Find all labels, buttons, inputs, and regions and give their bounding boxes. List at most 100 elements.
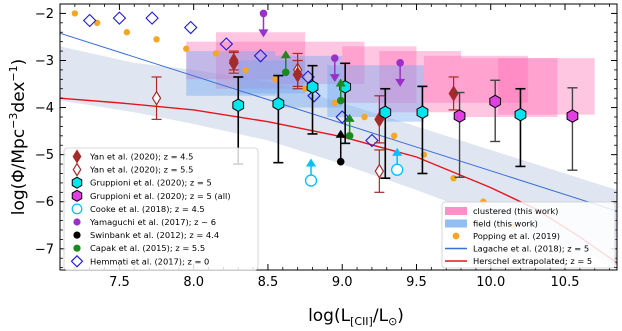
hemmati-point-5 <box>253 49 268 63</box>
legend-label-herschel: Herschel extrapolated; z = 5 <box>473 256 592 266</box>
hemmati-point-7 <box>307 89 321 103</box>
gruppioni-point-1 <box>272 97 285 111</box>
legend-marker-gruppioni <box>71 176 83 189</box>
gruppioni-point-2 <box>306 80 319 94</box>
legend-label-gruppioni: Gruppioni et al. (2020); z = 5 <box>90 178 212 188</box>
x-axis-title-tail: /L <box>373 306 389 326</box>
legend-marker-gruppioni_all <box>71 189 83 202</box>
gruppioni-point-0 <box>232 98 245 112</box>
cooke-point-0 <box>304 174 318 187</box>
clustered-box-6 <box>461 58 558 117</box>
yamaguchi-point-2 <box>396 59 404 67</box>
legend-marker-swinbank <box>73 231 81 239</box>
hemmati-point-1 <box>112 11 127 25</box>
popping-point-2 <box>123 29 131 36</box>
capak-arrow-0-head <box>280 50 291 59</box>
legend-label-yan45: Yan et al. (2020); z = 4.5 <box>89 152 193 162</box>
y-axis-title-part-4: ) <box>9 59 29 66</box>
legend-left-frame <box>63 147 259 271</box>
popping-point-6 <box>242 66 249 74</box>
legend-marker-field <box>445 219 467 228</box>
legend-marker-cooke <box>71 203 83 215</box>
legend-label-clustered: clustered (this work) <box>473 206 558 216</box>
y-axis-title-part-1: −3 <box>7 113 20 129</box>
y-tick-label-0: −7 <box>35 242 54 257</box>
y-tick-label-1: −6 <box>35 195 54 210</box>
legend-marker-capak <box>73 244 81 252</box>
legend-left: Yan et al. (2020); z = 4.5 Yan et al. (20… <box>63 147 259 271</box>
popping-point-9 <box>331 99 338 107</box>
capak-point-0 <box>281 68 290 77</box>
yamaguchi-point-0 <box>259 9 268 18</box>
x-axis-title-close: ) <box>397 306 404 326</box>
gruppioni-point-6 <box>514 107 527 122</box>
popping-point-7 <box>272 76 279 83</box>
x-tick-label-2: 8.5 <box>258 275 279 290</box>
x-tick-label-6: 10.5 <box>551 275 580 290</box>
popping-point-10 <box>361 113 368 121</box>
field-box-3 <box>327 65 387 117</box>
popping-point-3 <box>153 36 160 43</box>
capak-arrow-2-head <box>344 113 355 122</box>
x-axis-title: log(L[CII]/L⊙) <box>308 306 404 328</box>
legend-label-gruppioni_all: Gruppioni et al. (2020); z = 5 (all) <box>90 191 231 201</box>
y-tick-label-4: −3 <box>35 54 54 69</box>
legend-label-lagache: Lagache et al. (2018); z = 5 <box>473 244 589 254</box>
field-box-1 <box>238 60 306 94</box>
legend-label-capak: Capak et al. (2015); z = 5.5 <box>90 243 205 253</box>
y-axis-title-part-0: log(Φ/Mpc <box>9 129 29 215</box>
x-axis-title-sun-sub: ⊙ <box>388 315 397 328</box>
capak-point-1 <box>336 96 345 105</box>
x-tick-label-1: 8.0 <box>183 275 204 290</box>
yan45-point-1 <box>292 66 303 83</box>
y-axis-title-part-2: dex <box>9 82 29 113</box>
legend-label-popping: Popping et al. (2019) <box>473 231 560 241</box>
x-axis-title-sub: [CII] <box>350 315 373 328</box>
yamaguchi-arrow-0-head <box>258 29 269 38</box>
swinbank-arrow-0-head <box>335 129 346 138</box>
yan55-point-0 <box>151 90 162 106</box>
hemmati-point-0 <box>82 13 97 28</box>
clustered-box-7 <box>498 58 595 115</box>
y-axis-title-part-3: −1 <box>7 65 20 81</box>
yan45-point-3 <box>448 85 459 102</box>
y-tick-label-3: −4 <box>35 101 54 116</box>
lagache-line <box>60 32 617 212</box>
legend-marker-yamaguchi <box>73 218 81 226</box>
legend-label-yamaguchi: Yamaguchi et al. (2017); z ~ 6 <box>89 217 216 227</box>
gruppioni-all-point-1 <box>489 94 502 109</box>
legend-label-field: field (this work) <box>473 219 538 229</box>
yamaguchi-point-1 <box>330 54 339 62</box>
y-tick-label-5: −2 <box>35 7 54 22</box>
x-tick-label-4: 9.5 <box>406 275 427 290</box>
hemmati-point-8 <box>335 110 349 124</box>
yamaguchi-arrow-1-head <box>329 74 340 83</box>
y-axis-title: log(Φ/Mpc−3dex−1) <box>7 59 29 216</box>
popping-point-4 <box>183 45 190 52</box>
legend-right-frame <box>441 201 616 269</box>
gruppioni-point-4 <box>379 105 392 120</box>
swinbank-point-0 <box>336 157 345 166</box>
legend-marker-yan55 <box>72 162 82 177</box>
legend-marker-hemmati <box>70 255 84 268</box>
legend-marker-clustered <box>445 207 467 215</box>
legend-label-yan55: Yan et al. (2020); z = 5.5 <box>89 165 193 175</box>
clustered-box-3 <box>342 46 417 103</box>
hemmati-point-3 <box>183 20 198 35</box>
cooke-arrow-1-head <box>392 147 403 156</box>
hemmati-point-2 <box>145 11 159 25</box>
hemmati-point-9 <box>365 133 379 148</box>
hemmati-point-4 <box>219 37 234 51</box>
plot-frame <box>59 3 618 271</box>
popping-point-13 <box>450 174 457 182</box>
x-axis-title-main: log(L <box>308 306 351 326</box>
legend-marker-popping <box>452 232 460 240</box>
popping-point-5 <box>212 50 220 57</box>
gruppioni-all-point-2 <box>566 109 579 123</box>
capak-arrow-1-head <box>335 78 346 87</box>
clustered-box-4 <box>379 51 462 113</box>
yan45-point-0 <box>228 54 239 71</box>
y-tick-label-2: −5 <box>35 148 54 163</box>
yamaguchi-arrow-2-head <box>395 78 406 87</box>
